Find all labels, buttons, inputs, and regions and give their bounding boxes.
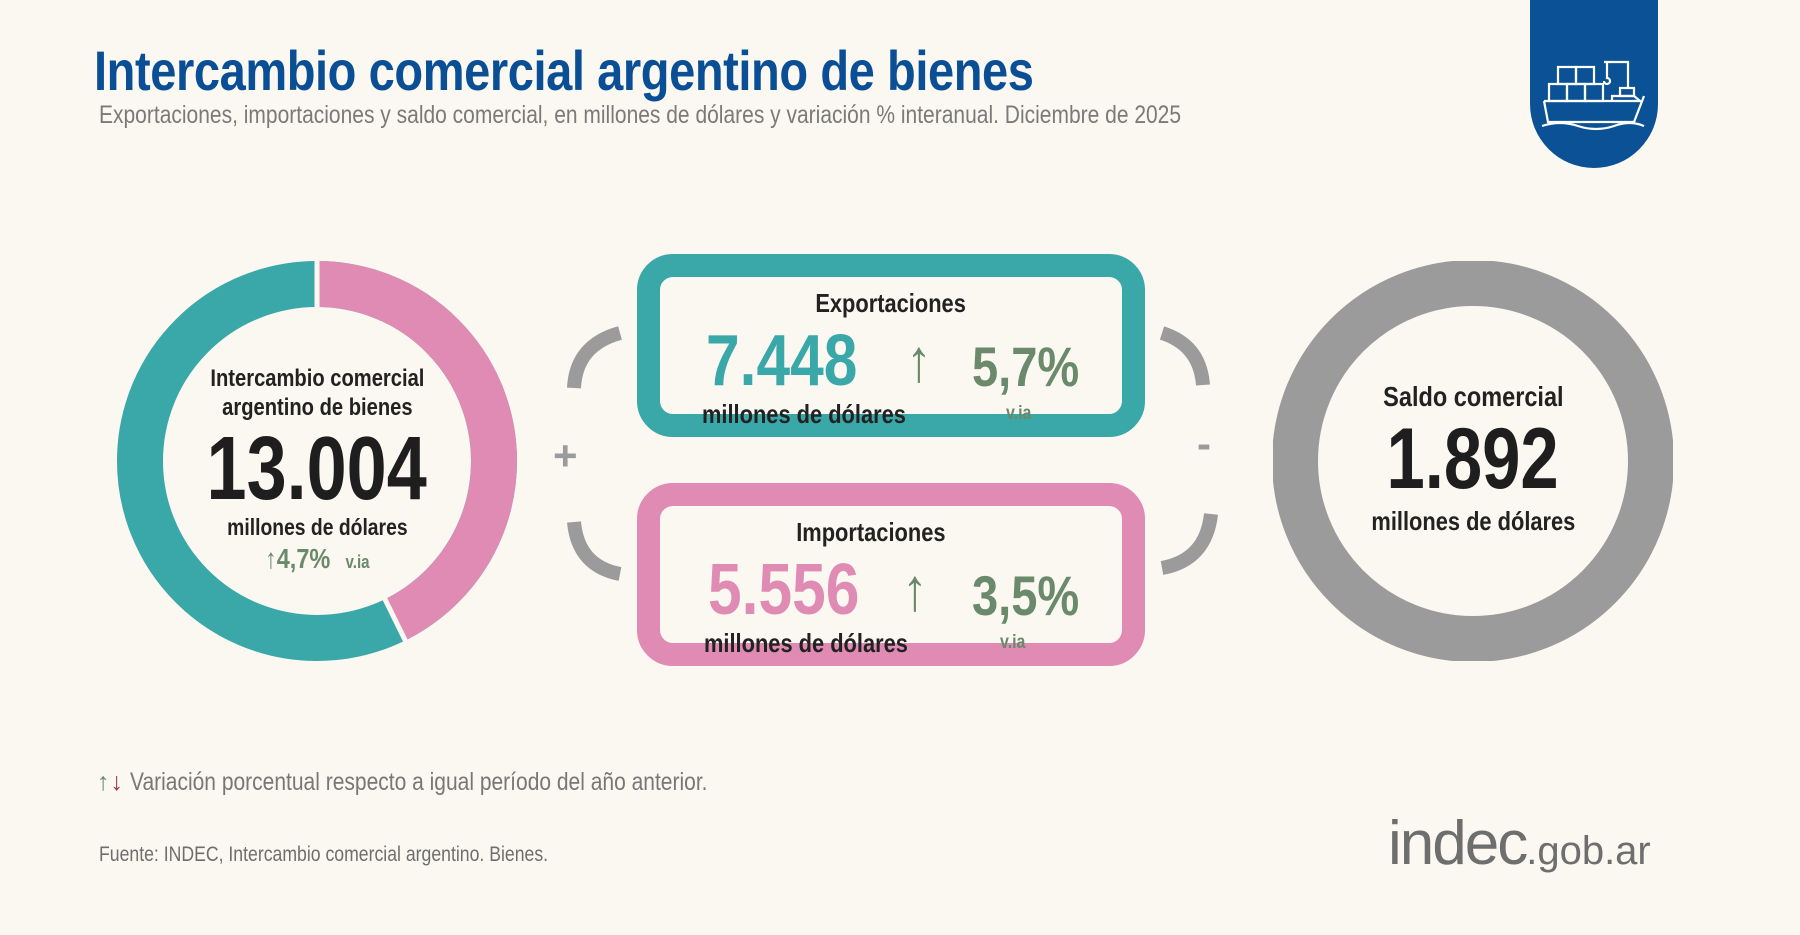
- total-donut-chart: [117, 261, 517, 661]
- total-variation-suffix: v.ia: [345, 552, 370, 572]
- arrow-down-icon: ↓: [110, 768, 124, 796]
- logo-main: indec: [1388, 809, 1528, 878]
- imports-value: 5.556: [708, 550, 860, 630]
- exports-variation-suffix: v.ia: [1006, 403, 1032, 424]
- legend: ↑↓ Variación porcentual respecto a igual…: [97, 768, 817, 797]
- source-note: Fuente: INDEC, Intercambio comercial arg…: [99, 843, 549, 866]
- balance-label: Saldo comercial: [1382, 381, 1564, 412]
- total-label: Intercambio comercial: [209, 365, 424, 392]
- arrow-up-icon: ↑: [906, 327, 932, 394]
- header-badge: [1530, 0, 1658, 168]
- indec-logo: indec.gob.ar: [1388, 808, 1651, 879]
- balance-panel: Saldo comercial 1.892 millones de dólare…: [1273, 380, 1673, 538]
- exports-unit: millones de dólares: [702, 399, 906, 429]
- plus-operator: +: [553, 432, 578, 479]
- bracket-left-bottom: [567, 521, 622, 581]
- balance-ring: [1273, 261, 1673, 661]
- total-value: 13.004: [206, 419, 428, 519]
- exports-card: Exportaciones 7.448 ↑ 5,7% millones de d…: [637, 254, 1145, 437]
- logo-suffix: .gob.ar: [1526, 829, 1651, 873]
- balance-value: 1.892: [1386, 411, 1560, 507]
- cargo-ship-icon: [1541, 60, 1646, 131]
- imports-variation-suffix: v.ia: [1000, 632, 1026, 653]
- total-unit: millones de dólares: [226, 514, 408, 540]
- exports-value: 7.448: [706, 321, 858, 401]
- bracket-left-top: [567, 326, 623, 389]
- exports-variation: 5,7%: [972, 335, 1080, 398]
- total-variation: 4,7%: [276, 543, 331, 574]
- exports-label: Exportaciones: [815, 288, 967, 318]
- donut-separator: [380, 594, 409, 644]
- arrow-up-icon: ↑: [902, 556, 928, 623]
- total-label-2: argentino de bienes: [221, 394, 413, 421]
- arrow-up-icon: ↑: [97, 768, 110, 796]
- legend-text: Variación porcentual respecto a igual pe…: [129, 768, 708, 796]
- page-subtitle: Exportaciones, importaciones y saldo com…: [99, 101, 1182, 129]
- minus-operator: -: [1197, 420, 1211, 467]
- total-panel: Intercambio comercial argentino de biene…: [117, 364, 517, 580]
- bracket-right-top: [1159, 326, 1210, 386]
- imports-card: Importaciones 5.556 ↑ 3,5% millones de d…: [637, 483, 1145, 666]
- bracket-right-bottom: [1160, 512, 1218, 575]
- balance-unit: millones de dólares: [1371, 506, 1575, 536]
- imports-unit: millones de dólares: [704, 628, 908, 658]
- arrow-up-icon: ↑: [264, 543, 277, 574]
- imports-variation: 3,5%: [972, 564, 1080, 627]
- page-title: Intercambio comercial argentino de biene…: [94, 39, 1034, 102]
- imports-label: Importaciones: [796, 517, 946, 547]
